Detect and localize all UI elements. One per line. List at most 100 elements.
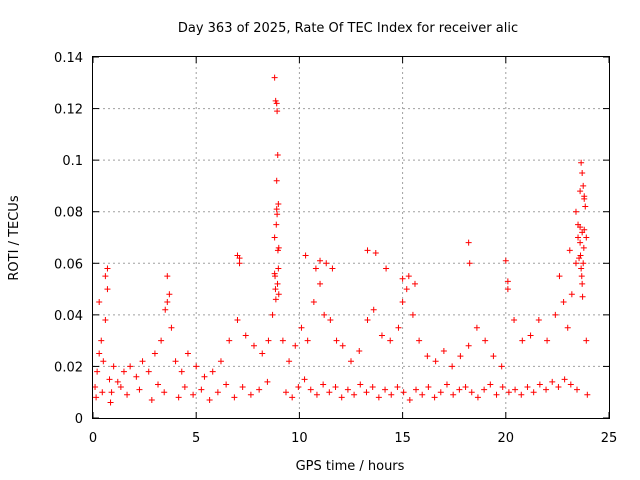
data-point xyxy=(304,337,311,344)
data-point xyxy=(271,234,278,241)
data-point xyxy=(264,378,271,385)
data-point xyxy=(399,298,406,305)
data-point xyxy=(580,260,587,267)
data-point xyxy=(388,391,395,398)
data-point xyxy=(462,384,469,391)
ticks-layer: 0 5 10 15 20 25 0 0.02 0.04 0.06 0.08 0.1 0.12 0.14 xyxy=(54,51,617,446)
data-point xyxy=(133,373,140,380)
data-point xyxy=(580,182,587,189)
data-point xyxy=(504,278,511,285)
data-point xyxy=(323,260,330,267)
data-point xyxy=(273,206,280,213)
data-point xyxy=(574,386,581,393)
data-point xyxy=(145,368,152,375)
data-point xyxy=(369,384,376,391)
data-point xyxy=(272,97,279,104)
data-point xyxy=(413,386,420,393)
data-point xyxy=(364,247,371,254)
data-point xyxy=(530,389,537,396)
data-point xyxy=(468,389,475,396)
data-point xyxy=(482,337,489,344)
data-point xyxy=(405,273,412,280)
data-point xyxy=(383,265,390,272)
data-point xyxy=(236,255,243,262)
data-point xyxy=(114,378,121,385)
data-point xyxy=(581,226,588,233)
data-point xyxy=(104,265,111,272)
data-points-layer xyxy=(92,74,591,406)
data-point xyxy=(473,324,480,331)
data-point xyxy=(172,358,179,365)
data-point xyxy=(527,332,534,339)
data-point xyxy=(339,342,346,349)
data-point xyxy=(298,324,305,331)
data-point xyxy=(273,177,280,184)
data-point xyxy=(363,389,370,396)
data-point xyxy=(272,273,279,280)
data-point xyxy=(409,311,416,318)
data-point xyxy=(292,342,299,349)
plot-frame xyxy=(92,56,610,419)
data-point xyxy=(567,381,574,388)
data-point xyxy=(161,389,168,396)
data-point xyxy=(289,394,296,401)
data-point xyxy=(120,368,127,375)
x-axis-label: GPS time / hours xyxy=(296,459,405,474)
data-point xyxy=(443,381,450,388)
data-point xyxy=(474,394,481,401)
data-point xyxy=(519,337,526,344)
data-point xyxy=(387,337,394,344)
data-point xyxy=(320,381,327,388)
data-point xyxy=(437,389,444,396)
data-point xyxy=(272,286,279,293)
data-point xyxy=(419,391,426,398)
data-point xyxy=(164,273,171,280)
data-point xyxy=(273,100,280,107)
data-point xyxy=(411,280,418,287)
data-point xyxy=(184,350,191,357)
data-point xyxy=(247,391,254,398)
data-point xyxy=(94,368,101,375)
data-point xyxy=(394,384,401,391)
data-point xyxy=(193,363,200,370)
y-tick-label: 0.1 xyxy=(62,154,83,169)
data-point xyxy=(432,358,439,365)
data-point xyxy=(168,324,175,331)
data-point xyxy=(425,384,432,391)
data-point xyxy=(333,337,340,344)
data-point xyxy=(536,381,543,388)
data-point xyxy=(217,358,224,365)
data-point xyxy=(265,337,272,344)
data-point xyxy=(577,252,584,259)
data-point xyxy=(575,234,582,241)
data-point xyxy=(312,265,319,272)
data-point xyxy=(579,293,586,300)
data-point xyxy=(382,386,389,393)
data-point xyxy=(577,224,584,231)
data-point xyxy=(348,358,354,365)
data-point xyxy=(504,286,511,293)
data-point xyxy=(158,337,165,344)
data-point xyxy=(117,384,124,391)
data-point xyxy=(201,373,208,380)
data-point xyxy=(577,188,584,195)
data-point xyxy=(416,337,423,344)
data-point xyxy=(378,332,385,339)
data-point xyxy=(274,280,281,287)
data-point xyxy=(107,399,114,406)
data-point xyxy=(406,396,413,403)
data-point xyxy=(234,317,241,324)
data-point xyxy=(214,389,221,396)
data-point xyxy=(139,358,146,365)
data-point xyxy=(577,239,584,246)
data-point xyxy=(274,211,281,218)
data-point xyxy=(578,273,585,280)
data-point xyxy=(286,358,293,365)
data-point xyxy=(344,386,351,393)
data-point xyxy=(136,386,143,393)
data-point xyxy=(512,386,519,393)
data-point xyxy=(543,386,550,393)
data-point xyxy=(102,273,109,280)
y-tick-label: 0.08 xyxy=(54,206,83,221)
data-point xyxy=(321,311,328,318)
